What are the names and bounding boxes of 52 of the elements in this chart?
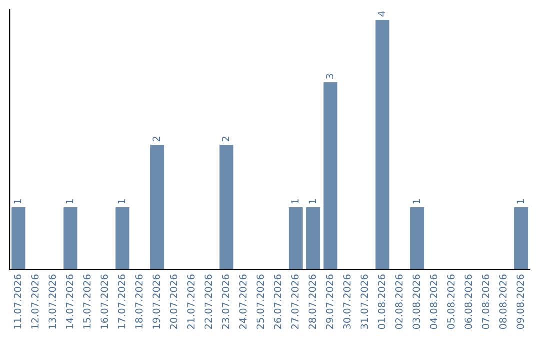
x-tick-label: 07.08.2026 [482, 274, 490, 330]
data-label: 3 [326, 74, 334, 79]
bar [410, 208, 424, 270]
x-tick-label: 04.08.2026 [430, 274, 438, 330]
x-tick-label: 06.08.2026 [464, 274, 472, 330]
x-tick-label: 25.07.2026 [256, 274, 264, 330]
x-tick-label: 31.07.2026 [360, 274, 368, 330]
bar [116, 208, 130, 270]
data-label: 4 [378, 12, 386, 17]
x-tick-label: 13.07.2026 [48, 274, 56, 329]
bar [64, 208, 78, 270]
x-tick-label: 08.08.2026 [499, 274, 507, 330]
bar [324, 82, 338, 270]
x-tick-label: 02.08.2026 [395, 274, 403, 330]
data-label: 1 [516, 199, 524, 204]
data-label: 1 [412, 199, 420, 204]
x-tick-label: 15.07.2026 [83, 274, 91, 329]
bar [220, 145, 234, 270]
x-tick-label: 28.07.2026 [308, 274, 316, 330]
x-tick-label: 01.08.2026 [378, 274, 386, 330]
x-tick-label: 23.07.2026 [222, 274, 230, 330]
x-tick-label: 09.08.2026 [516, 274, 524, 330]
x-tick-label: 12.07.2026 [31, 274, 39, 329]
x-tick-label: 18.07.2026 [135, 274, 143, 329]
bar [514, 208, 528, 270]
x-tick-label: 16.07.2026 [100, 274, 108, 329]
bar [289, 208, 303, 270]
x-tick-label: 20.07.2026 [170, 274, 178, 330]
x-tick-label: 24.07.2026 [239, 274, 247, 330]
x-tick-label: 17.07.2026 [118, 274, 126, 329]
x-tick-label: 11.07.2026 [14, 274, 22, 329]
x-tick-label: 21.07.2026 [187, 274, 195, 330]
bar [12, 208, 26, 270]
x-tick-label: 19.07.2026 [152, 274, 160, 329]
x-tick-label: 30.07.2026 [343, 274, 351, 330]
data-label: 1 [66, 199, 74, 204]
data-label: 2 [222, 137, 230, 142]
x-tick-label: 27.07.2026 [291, 274, 299, 330]
data-label: 1 [292, 199, 299, 204]
x-tick-label: 26.07.2026 [274, 274, 282, 330]
x-tick-label: 14.07.2026 [66, 274, 74, 329]
data-label: 1 [14, 199, 22, 204]
data-label: 2 [152, 137, 160, 142]
data-label: 1 [118, 199, 126, 204]
x-tick-label: 05.08.2026 [447, 274, 455, 330]
x-tick-label: 03.08.2026 [412, 274, 420, 330]
x-tick-label: 22.07.2026 [204, 274, 212, 330]
bar [306, 208, 320, 270]
bar [150, 145, 164, 270]
data-label: 1 [308, 199, 316, 204]
bar [376, 20, 390, 270]
x-tick-label: 29.07.2026 [326, 274, 334, 330]
